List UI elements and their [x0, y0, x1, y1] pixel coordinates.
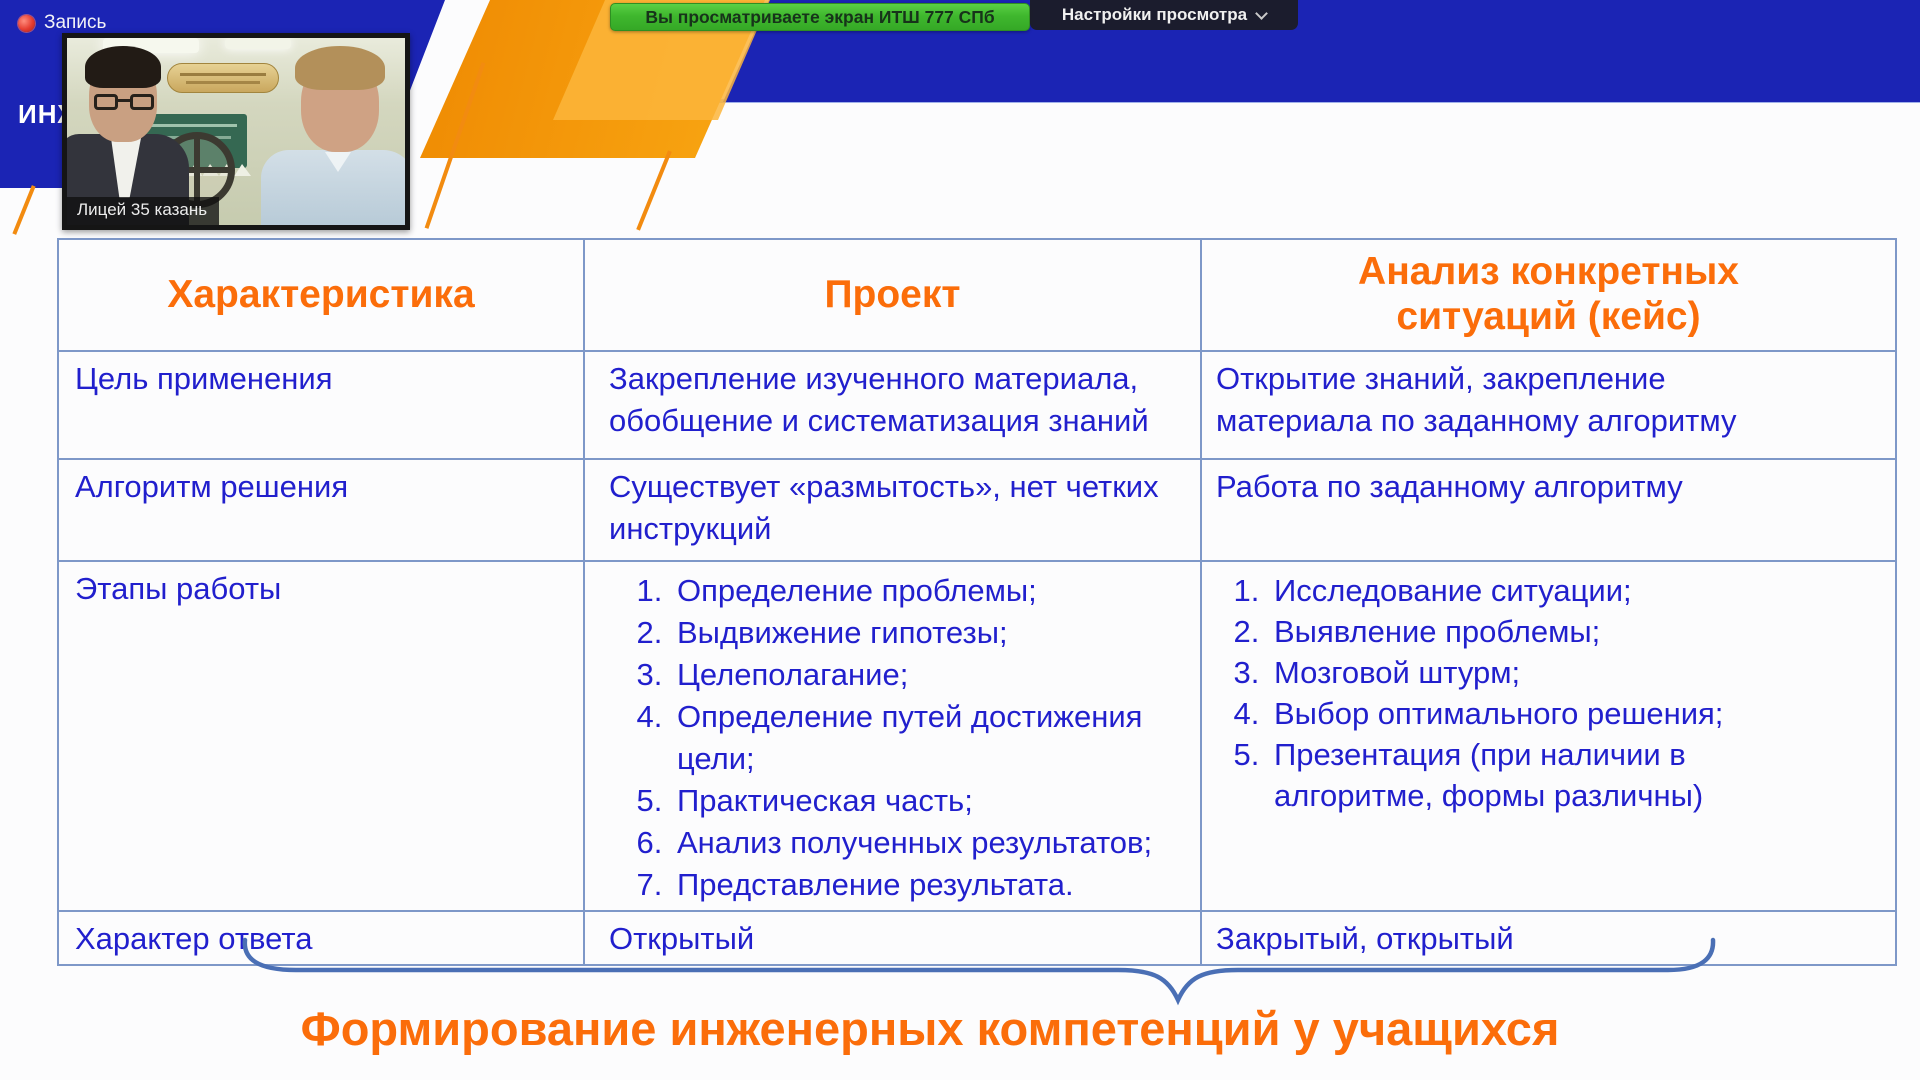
- row-label: Этапы работы: [57, 560, 585, 912]
- case-steps-list: Исследование ситуации; Выявление проблем…: [1216, 570, 1776, 816]
- list-item: Анализ полученных результатов;: [671, 822, 1192, 864]
- view-settings-button[interactable]: Настройки просмотра: [1030, 0, 1298, 30]
- case-steps-cell: Исследование ситуации; Выявление проблем…: [1200, 560, 1897, 912]
- video-participant-name: Лицей 35 казань: [67, 197, 220, 225]
- orange-diagonal-line: [636, 150, 672, 231]
- recording-indicator: Запись: [18, 12, 106, 34]
- project-algorithm-cell: Существует «размытость», нет четких инст…: [583, 458, 1202, 562]
- project-answer-cell: Открытый: [583, 910, 1202, 966]
- list-item: Практическая часть;: [671, 780, 1192, 822]
- row-label: Характер ответа: [57, 910, 585, 966]
- case-goal-cell: Открытие знаний, закрепление материала п…: [1200, 350, 1897, 460]
- list-item: Выявление проблемы;: [1268, 611, 1776, 652]
- case-answer-cell: Закрытый, открытый: [1200, 910, 1897, 966]
- table-row: Цель применения Закрепление изученного м…: [57, 350, 1897, 460]
- table-row: Характер ответа Открытый Закрытый, откры…: [57, 910, 1897, 966]
- wall-banner: [167, 63, 279, 93]
- view-settings-label: Настройки просмотра: [1061, 5, 1248, 24]
- screen-share-banner-text: Вы просматриваете экран ИТШ 777 СПб: [645, 6, 995, 27]
- person-right-hair: [295, 46, 385, 90]
- slide-caption: Формирование инженерных компетенций у уч…: [300, 1002, 1560, 1055]
- screen-share-banner: Вы просматриваете экран ИТШ 777 СПб: [610, 3, 1030, 31]
- header-case-analysis: Анализ конкретных ситуаций (кейс): [1200, 238, 1897, 352]
- header-project: Проект: [583, 238, 1202, 352]
- recording-label: Запись: [44, 12, 107, 33]
- case-algorithm-cell: Работа по заданному алгоритму: [1200, 458, 1897, 562]
- project-steps-list: Определение проблемы; Выдвижение гипотез…: [609, 570, 1192, 906]
- project-steps-cell: Определение проблемы; Выдвижение гипотез…: [583, 560, 1202, 912]
- list-item: Мозговой штурм;: [1268, 652, 1776, 693]
- list-item: Выбор оптимального решения;: [1268, 693, 1776, 734]
- table-header-row: Характеристика Проект Анализ конкретных …: [57, 238, 1897, 352]
- ceiling-light: [225, 38, 291, 49]
- person-left-glasses: [94, 94, 154, 112]
- curly-brace: [242, 937, 1716, 1006]
- header-characteristic: Характеристика: [57, 238, 585, 352]
- list-item: Целеполагание;: [671, 654, 1192, 696]
- participant-video-thumbnail[interactable]: Лицей 35 казань: [62, 33, 410, 230]
- list-item: Презентация (при наличии в алгоритме, фо…: [1268, 734, 1776, 816]
- comparison-table: Характеристика Проект Анализ конкретных …: [57, 238, 1897, 966]
- chevron-down-icon: [1255, 6, 1268, 20]
- project-goal-cell: Закрепление изученного материала, обобще…: [583, 350, 1202, 460]
- record-dot-icon: [18, 14, 35, 32]
- row-label: Алгоритм решения: [57, 458, 585, 562]
- table-row: Этапы работы Определение проблемы; Выдви…: [57, 560, 1897, 912]
- person-left-hair: [85, 46, 161, 88]
- list-item: Исследование ситуации;: [1268, 570, 1776, 611]
- list-item: Определение проблемы;: [671, 570, 1192, 612]
- row-label: Цель применения: [57, 350, 585, 460]
- list-item: Определение путей достижения цели;: [671, 696, 1192, 780]
- orange-diagonal-line: [12, 185, 36, 235]
- table-row: Алгоритм решения Существует «размытость»…: [57, 458, 1897, 562]
- list-item: Представление результата.: [671, 864, 1192, 906]
- list-item: Выдвижение гипотезы;: [671, 612, 1192, 654]
